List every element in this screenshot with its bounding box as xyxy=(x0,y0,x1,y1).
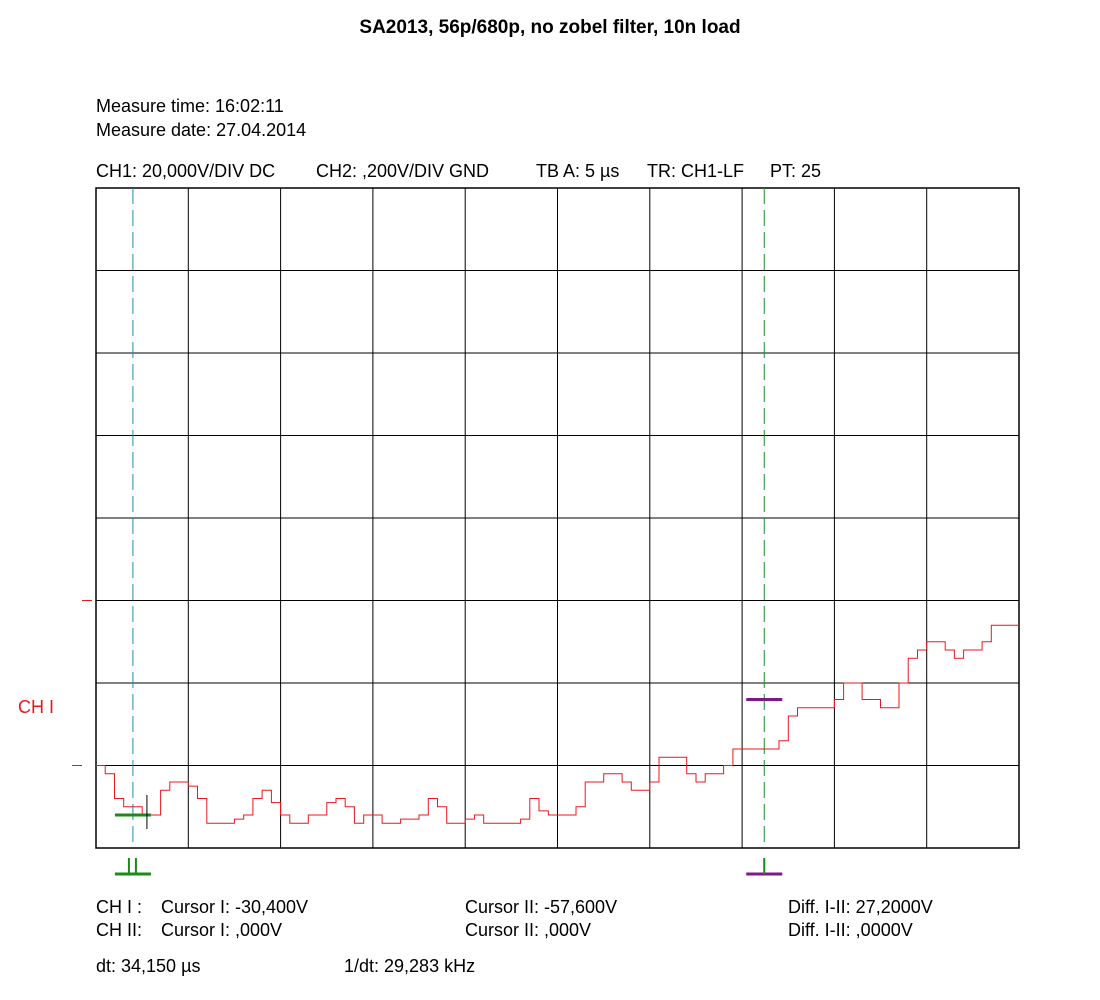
ch2-setting: CH2: ,200V/DIV GND xyxy=(316,161,490,181)
trigger-setting: TR: CH1-LF xyxy=(647,161,745,181)
plot-frame xyxy=(95,187,1020,849)
measure-date: Measure date: 27.04.2014 xyxy=(96,120,307,140)
ch1-cursor1-readout: Cursor I: -30,400V xyxy=(161,897,309,917)
dt-readout: dt: 34,150 µs xyxy=(96,956,201,976)
ch1-cursor2-readout: Cursor II: -57,600V xyxy=(465,897,618,917)
pt-setting: PT: 25 xyxy=(770,161,822,181)
ch1-readout-label: CH I : xyxy=(96,897,143,917)
ch2-cursor2-readout: Cursor II: ,000V xyxy=(465,920,592,940)
inverse-dt-readout: 1/dt: 29,283 kHz xyxy=(344,956,476,976)
channel-label: CH I xyxy=(18,697,54,717)
ch2-cursor1-readout: Cursor I: ,000V xyxy=(161,920,283,940)
ch1-trace xyxy=(96,624,1019,824)
timebase-setting: TB A: 5 µs xyxy=(536,161,620,181)
ch1-diff-readout: Diff. I-II: 27,2000V xyxy=(788,897,933,917)
ch2-readout-label: CH II: xyxy=(96,920,143,940)
ch1-setting: CH1: 20,000V/DIV DC xyxy=(96,161,276,181)
chart-title: SA2013, 56p/680p, no zobel filter, 10n l… xyxy=(359,17,741,38)
measure-time: Measure time: 16:02:11 xyxy=(96,96,284,116)
ch2-diff-readout: Diff. I-II: ,0000V xyxy=(788,920,913,940)
